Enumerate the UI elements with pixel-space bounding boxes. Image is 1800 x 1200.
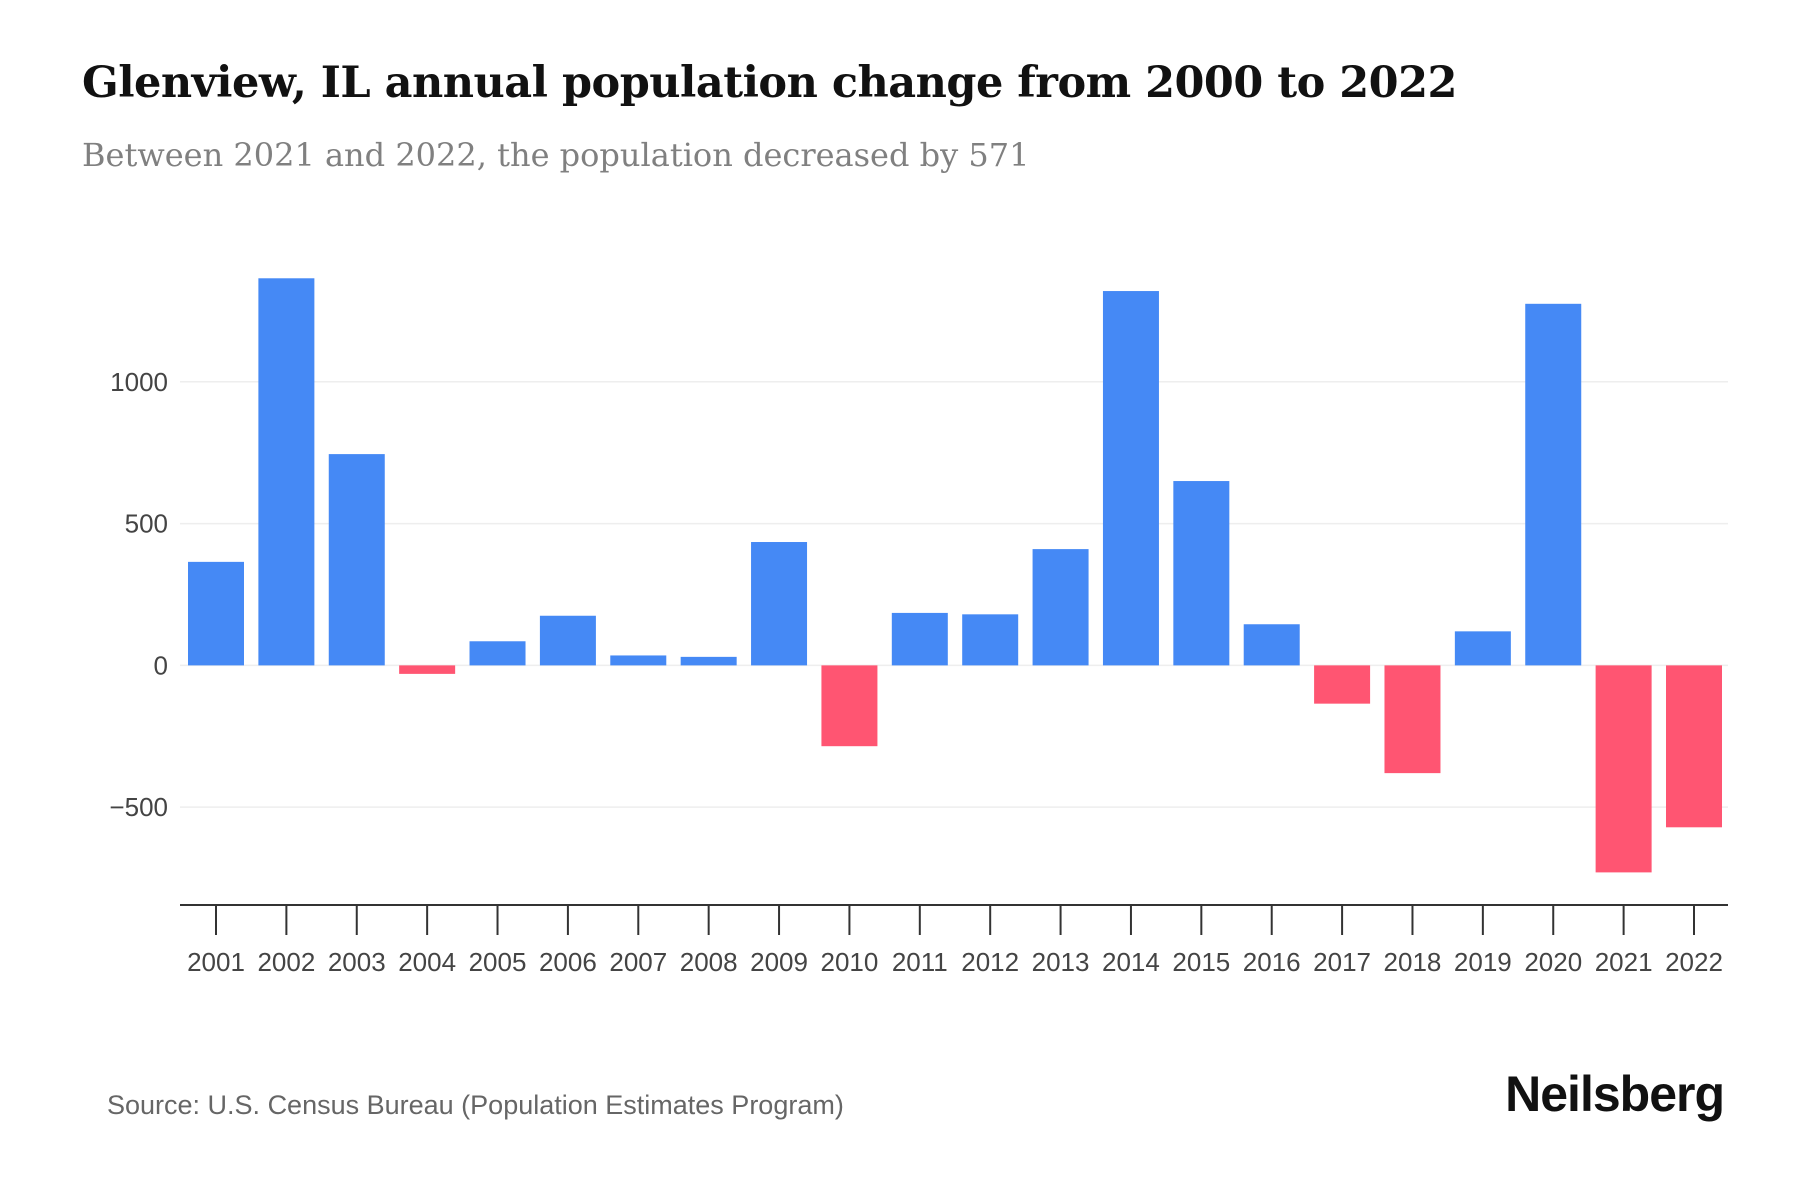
x-tick-label: 2020 — [1524, 947, 1582, 977]
bar-2014 — [1102, 291, 1159, 666]
x-tick-label: 2003 — [328, 947, 386, 977]
bar-2020 — [1525, 303, 1582, 666]
x-tick-label: 2007 — [609, 947, 667, 977]
bar-2005 — [469, 641, 526, 666]
bar-2022 — [1666, 665, 1722, 828]
y-axis-tick-labels: −500 0 500 1000 — [109, 367, 168, 822]
bar-2007 — [610, 655, 667, 666]
x-tick-label: 2004 — [398, 947, 456, 977]
x-tick-label: 2014 — [1102, 947, 1160, 977]
chart-title: Glenview, IL annual population change fr… — [82, 58, 1457, 108]
x-axis: 2001 2002 2003 2004 2005 2006 2007 2008 2009 2010… — [180, 904, 1728, 977]
x-tick-label: 2019 — [1454, 947, 1512, 977]
chart-subtitle: Between 2021 and 2022, the population de… — [82, 136, 1030, 174]
bar-2013 — [1032, 549, 1089, 666]
neilsberg-logo: Neilsberg — [1505, 1066, 1725, 1122]
bar-2006 — [539, 615, 596, 666]
x-tick-label: 2021 — [1595, 947, 1653, 977]
y-tick-label: 0 — [154, 650, 168, 680]
x-tick-label: 2013 — [1032, 947, 1090, 977]
x-tick-label: 2006 — [539, 947, 597, 977]
x-tick-label: 2022 — [1665, 947, 1723, 977]
x-tick-label: 2011 — [892, 947, 948, 977]
gridlines — [180, 381, 1728, 808]
bar-2011 — [891, 612, 948, 666]
bar-2002 — [258, 278, 315, 666]
bar-2012 — [962, 614, 1019, 666]
bar-2008 — [680, 656, 737, 666]
bar-2017 — [1314, 665, 1371, 704]
x-tick-label: 2002 — [257, 947, 315, 977]
bar-2010 — [821, 665, 878, 747]
x-tick-label: 2008 — [680, 947, 738, 977]
bar-2009 — [751, 542, 808, 666]
bars — [188, 278, 1722, 873]
y-tick-label: 1000 — [110, 367, 168, 397]
x-tick-label: 2016 — [1243, 947, 1301, 977]
bar-2019 — [1454, 631, 1511, 666]
bar-2001 — [188, 561, 244, 666]
x-tick-label: 2010 — [821, 947, 879, 977]
x-tick-label: 2012 — [961, 947, 1019, 977]
bar-2018 — [1384, 665, 1441, 774]
bar-2004 — [399, 665, 456, 674]
x-tick-label: 2009 — [750, 947, 808, 977]
bar-2003 — [328, 454, 385, 666]
y-tick-label: 500 — [125, 509, 168, 539]
x-tick-label: 2015 — [1172, 947, 1230, 977]
x-tick-label: 2018 — [1384, 947, 1442, 977]
x-tick-label: 2001 — [187, 947, 245, 977]
bar-2021 — [1595, 665, 1652, 873]
bar-2016 — [1243, 624, 1300, 666]
x-tick-label: 2005 — [469, 947, 527, 977]
y-tick-label: −500 — [109, 792, 168, 822]
bar-2015 — [1173, 481, 1230, 666]
x-tick-label: 2017 — [1313, 947, 1371, 977]
source-note: Source: U.S. Census Bureau (Population E… — [107, 1090, 844, 1120]
